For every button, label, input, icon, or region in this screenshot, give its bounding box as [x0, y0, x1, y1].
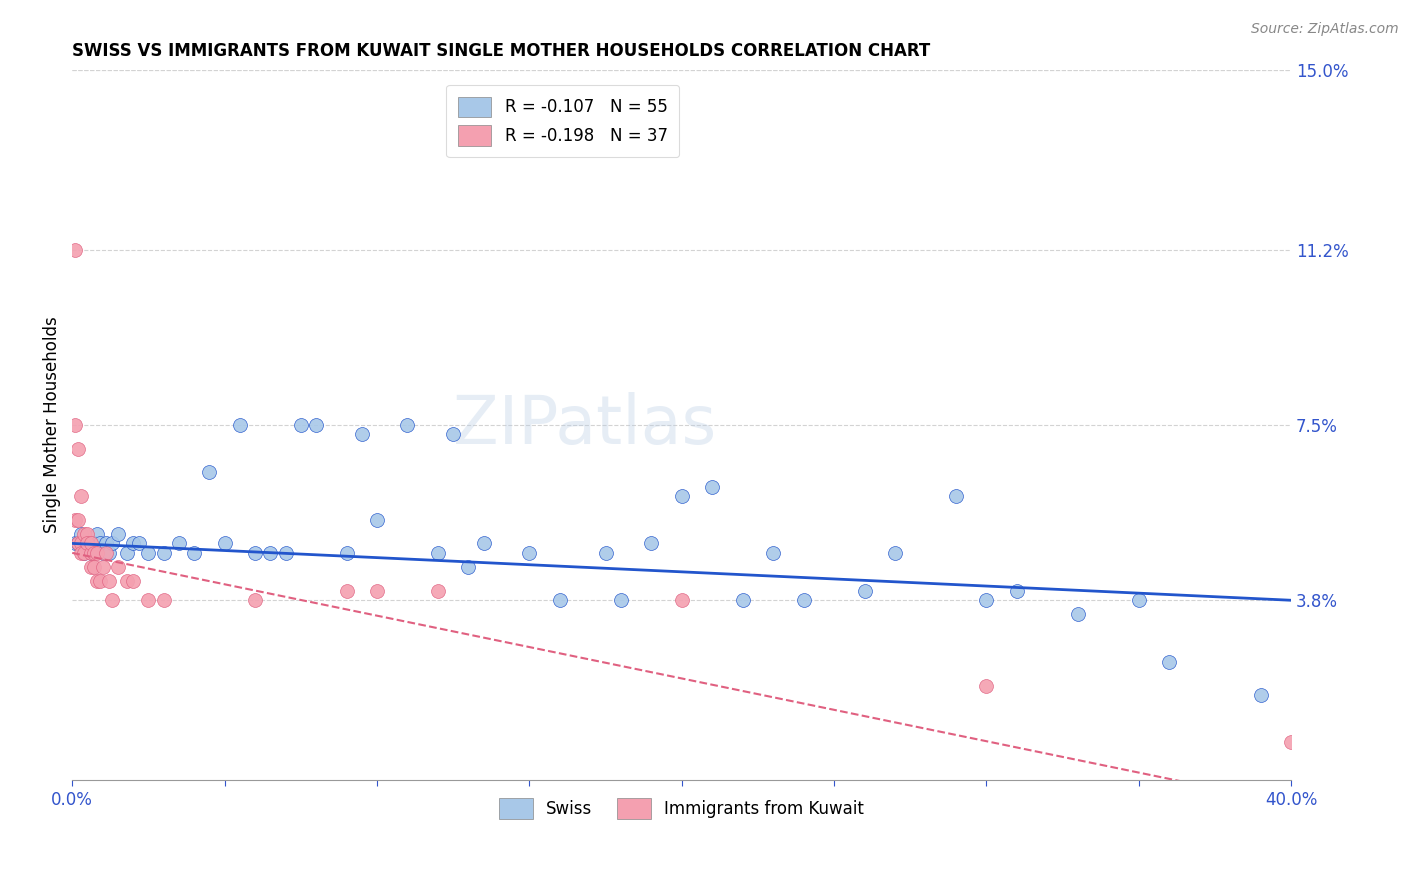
Point [731, 593, 754, 607]
Point [94, 546, 117, 560]
Text: ZIPatlas: ZIPatlas [453, 392, 716, 458]
Point [671, 593, 693, 607]
Point [1005, 583, 1028, 598]
Point [214, 536, 236, 550]
Point [976, 679, 998, 693]
Point [76, 536, 98, 550]
Point [73, 546, 96, 560]
Point [122, 536, 145, 550]
Point [945, 489, 967, 503]
Y-axis label: Single Mother Households: Single Mother Households [44, 317, 60, 533]
Point [122, 574, 145, 589]
Point [65, 243, 87, 257]
Point [83, 546, 105, 560]
Point [426, 583, 449, 598]
Point [67, 513, 90, 527]
Point [671, 489, 693, 503]
Point [107, 560, 129, 574]
Point [138, 593, 160, 607]
Point [366, 583, 388, 598]
Point [76, 536, 98, 550]
Point [91, 560, 114, 574]
Point [441, 427, 464, 442]
Text: Source: ZipAtlas.com: Source: ZipAtlas.com [1251, 22, 1399, 37]
Point [79, 560, 101, 574]
Point [101, 593, 124, 607]
Point [1279, 735, 1302, 749]
Point [472, 536, 495, 550]
Point [426, 546, 449, 560]
Point [305, 417, 328, 432]
Point [229, 417, 252, 432]
Legend: Swiss, Immigrants from Kuwait: Swiss, Immigrants from Kuwait [494, 791, 870, 825]
Point [91, 546, 114, 560]
Point [86, 527, 108, 541]
Point [1250, 688, 1272, 702]
Point [290, 417, 312, 432]
Point [76, 527, 98, 541]
Point [198, 466, 221, 480]
Point [79, 536, 101, 550]
Point [762, 546, 785, 560]
Point [1067, 607, 1090, 622]
Point [1159, 655, 1181, 669]
Point [94, 536, 117, 550]
Point [97, 546, 120, 560]
Point [243, 593, 266, 607]
Point [65, 536, 87, 550]
Point [335, 583, 357, 598]
Point [548, 593, 571, 607]
Point [243, 546, 266, 560]
Point [67, 536, 90, 550]
Point [70, 527, 93, 541]
Point [335, 546, 357, 560]
Point [793, 593, 815, 607]
Point [138, 546, 160, 560]
Point [89, 536, 111, 550]
Point [259, 546, 281, 560]
Point [1128, 593, 1150, 607]
Text: SWISS VS IMMIGRANTS FROM KUWAIT SINGLE MOTHER HOUSEHOLDS CORRELATION CHART: SWISS VS IMMIGRANTS FROM KUWAIT SINGLE M… [72, 42, 931, 60]
Point [86, 574, 108, 589]
Point [83, 536, 105, 550]
Point [128, 536, 150, 550]
Point [610, 593, 633, 607]
Point [976, 593, 998, 607]
Point [67, 442, 90, 456]
Point [70, 546, 93, 560]
Point [702, 479, 724, 493]
Point [70, 536, 93, 550]
Point [152, 593, 174, 607]
Point [152, 546, 174, 560]
Point [350, 427, 373, 442]
Point [73, 527, 96, 541]
Point [853, 583, 876, 598]
Point [65, 417, 87, 432]
Point [396, 417, 419, 432]
Point [97, 574, 120, 589]
Point [67, 536, 90, 550]
Point [884, 546, 907, 560]
Point [86, 546, 108, 560]
Point [79, 546, 101, 560]
Point [274, 546, 297, 560]
Point [107, 527, 129, 541]
Point [366, 513, 388, 527]
Point [167, 536, 190, 550]
Point [79, 546, 101, 560]
Point [83, 560, 105, 574]
Point [183, 546, 205, 560]
Point [89, 574, 111, 589]
Point [517, 546, 540, 560]
Point [595, 546, 617, 560]
Point [73, 546, 96, 560]
Point [70, 489, 93, 503]
Point [115, 546, 138, 560]
Point [65, 513, 87, 527]
Point [115, 574, 138, 589]
Point [457, 560, 479, 574]
Point [640, 536, 662, 550]
Point [101, 536, 124, 550]
